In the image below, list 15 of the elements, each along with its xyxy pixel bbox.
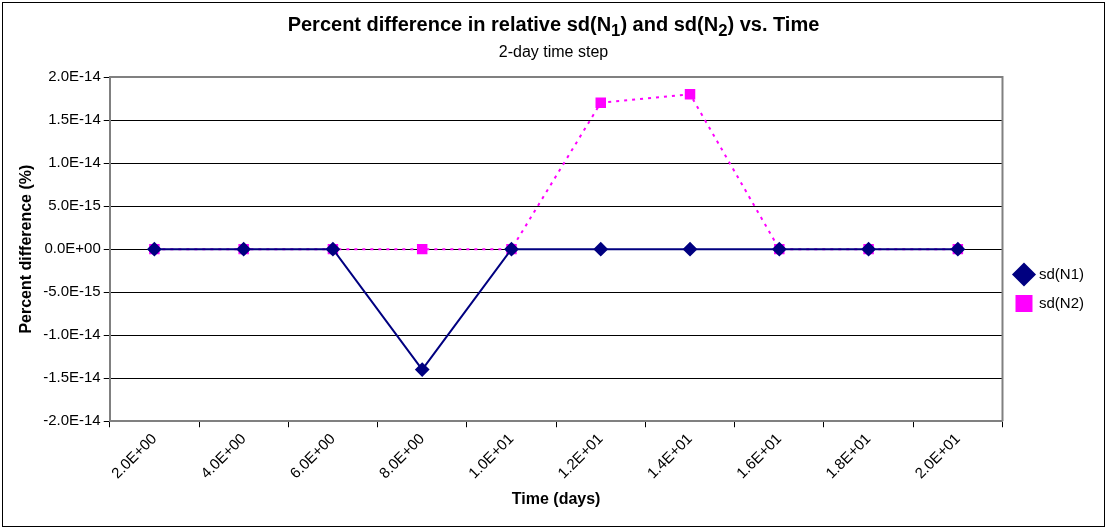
legend-label: sd(N1): [1038, 264, 1085, 282]
legend-label: sd(N2): [1038, 293, 1085, 311]
y-tick-label: -5.0E-15: [43, 282, 101, 300]
y-axis-title: Percent difference (%): [17, 164, 35, 334]
y-tick-label: 2.0E-14: [48, 67, 101, 85]
y-tick-label: 1.5E-14: [48, 110, 101, 128]
x-axis-title: Time (days): [511, 489, 601, 507]
y-tick-label: -1.0E-14: [43, 325, 101, 343]
y-tick-label: 0.0E+00: [44, 239, 101, 257]
y-tick-label: 1.0E-14: [48, 153, 101, 171]
chart-title: Percent difference in relative sd(N$_{1}$) and sd(N$_{2}$) vs. Time: [286, 13, 821, 41]
y-tick-label: -1.5E-14: [43, 368, 101, 386]
y-tick-label: 5.0E-15: [48, 196, 101, 214]
chart-subtitle: 2-day time step: [497, 43, 610, 61]
y-tick-label: -2.0E-14: [43, 411, 101, 429]
